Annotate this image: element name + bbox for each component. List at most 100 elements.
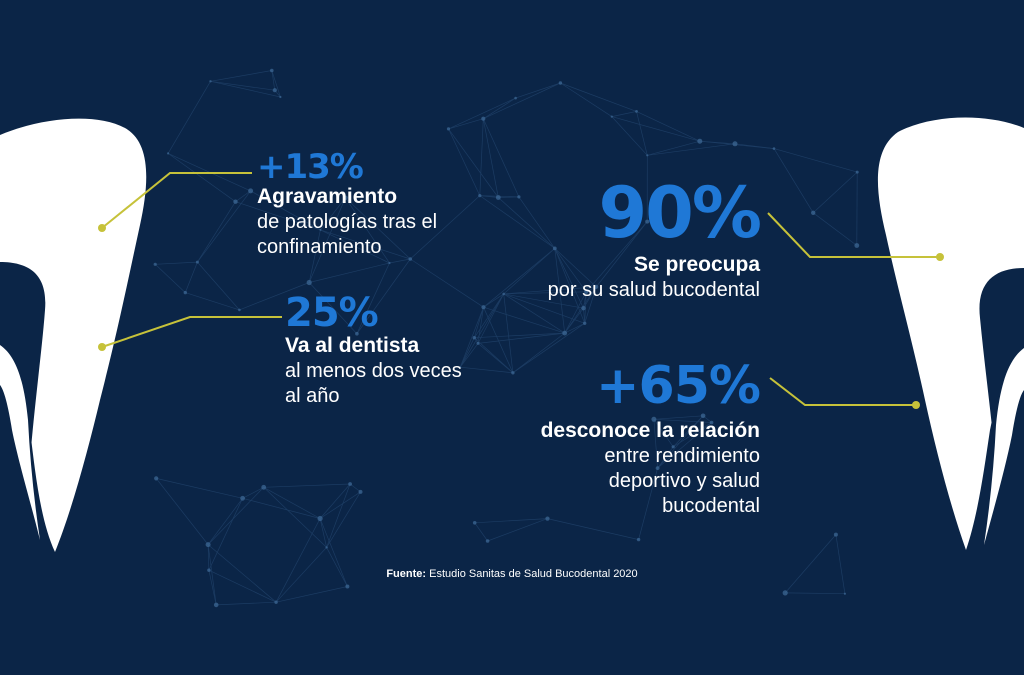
- connector-3: [767, 212, 940, 258]
- network-link: [657, 446, 674, 469]
- network-node: [481, 116, 486, 121]
- stat-detail-line: entre rendimiento: [604, 445, 760, 467]
- network-node: [272, 88, 277, 93]
- network-link: [319, 518, 348, 587]
- network-node: [635, 110, 638, 113]
- network-node: [388, 261, 391, 265]
- network-link: [474, 332, 565, 339]
- network-node: [511, 371, 515, 375]
- network-link: [653, 415, 704, 420]
- stat-value: +65%: [595, 356, 761, 416]
- network-node: [581, 306, 586, 311]
- network-link: [345, 197, 390, 264]
- stat-card-3: 90% Se preocupa por su salud bucodental: [460, 178, 762, 303]
- network-node: [782, 590, 788, 596]
- network-link: [207, 544, 210, 571]
- network-link: [482, 118, 520, 198]
- network-pattern: [154, 70, 858, 606]
- network-node: [476, 341, 480, 345]
- network-link: [210, 70, 272, 82]
- network-link: [309, 262, 390, 283]
- stat-title: Se preocupa: [633, 253, 760, 276]
- network-node: [655, 466, 660, 470]
- network-link: [784, 534, 837, 594]
- network-link: [448, 97, 516, 130]
- network-link: [518, 196, 556, 249]
- network-link: [154, 264, 186, 293]
- network-link: [326, 547, 348, 587]
- network-link: [611, 116, 648, 156]
- network-link: [564, 322, 585, 334]
- network-node: [154, 476, 159, 481]
- network-link: [326, 491, 361, 548]
- network-link: [356, 262, 390, 334]
- network-link: [389, 258, 411, 264]
- network-node: [651, 416, 657, 422]
- network-link: [512, 332, 565, 374]
- network-node: [811, 210, 816, 215]
- network-link: [547, 518, 639, 540]
- network-link: [216, 601, 277, 606]
- network-node: [697, 138, 703, 144]
- network-link: [235, 190, 251, 202]
- source-text: Estudio Sanitas de Salud Bucodental 2020: [426, 568, 638, 580]
- network-link: [564, 307, 584, 334]
- network-link: [210, 80, 281, 98]
- network-link: [242, 497, 321, 519]
- network-link: [653, 419, 674, 448]
- network-node: [261, 484, 267, 490]
- network-link: [208, 570, 217, 605]
- network-node: [279, 95, 282, 99]
- connector-dot-4: [912, 401, 920, 409]
- network-node: [478, 194, 482, 198]
- stat-detail-line: al menos dos veces: [285, 360, 462, 382]
- network-link: [477, 332, 565, 344]
- network-link: [498, 197, 556, 249]
- network-node: [233, 199, 238, 204]
- network-link: [611, 111, 637, 117]
- stat-detail-line: confinamiento: [257, 236, 382, 258]
- network-node: [700, 413, 706, 419]
- network-node: [645, 219, 650, 224]
- network-link: [319, 483, 351, 519]
- network-link: [503, 286, 597, 295]
- network-link: [275, 547, 327, 603]
- tooth-left-icon: [0, 118, 147, 552]
- network-node: [205, 542, 211, 548]
- network-link: [459, 337, 475, 368]
- network-node: [671, 445, 675, 449]
- tooth-left-root-gap: [0, 262, 46, 460]
- network-node: [325, 546, 328, 549]
- network-link: [349, 483, 361, 493]
- network-link: [155, 478, 209, 545]
- network-link: [657, 415, 704, 469]
- network-node: [481, 305, 486, 310]
- network-node: [317, 515, 323, 522]
- network-link: [503, 248, 556, 295]
- network-node: [514, 96, 517, 100]
- network-link: [459, 343, 479, 368]
- network-link: [184, 261, 198, 293]
- network-link: [197, 261, 240, 311]
- network-link: [647, 143, 736, 156]
- network-link: [448, 118, 484, 130]
- network-link: [460, 366, 513, 374]
- network-link: [657, 422, 712, 469]
- network-node: [772, 147, 776, 150]
- network-link: [207, 544, 217, 605]
- stat-title: desconoce la relación: [540, 419, 760, 442]
- network-link: [320, 229, 411, 260]
- network-node: [558, 81, 563, 85]
- network-link: [560, 82, 637, 112]
- network-link: [483, 306, 565, 334]
- network-link: [459, 307, 484, 368]
- network-link: [512, 323, 585, 374]
- network-link: [410, 195, 481, 260]
- tooth-left-root-outer: [0, 345, 40, 540]
- connector-dot-1: [98, 224, 106, 232]
- network-node: [485, 539, 490, 543]
- network-link: [699, 140, 736, 145]
- network-node: [248, 188, 254, 194]
- network-node: [854, 243, 860, 248]
